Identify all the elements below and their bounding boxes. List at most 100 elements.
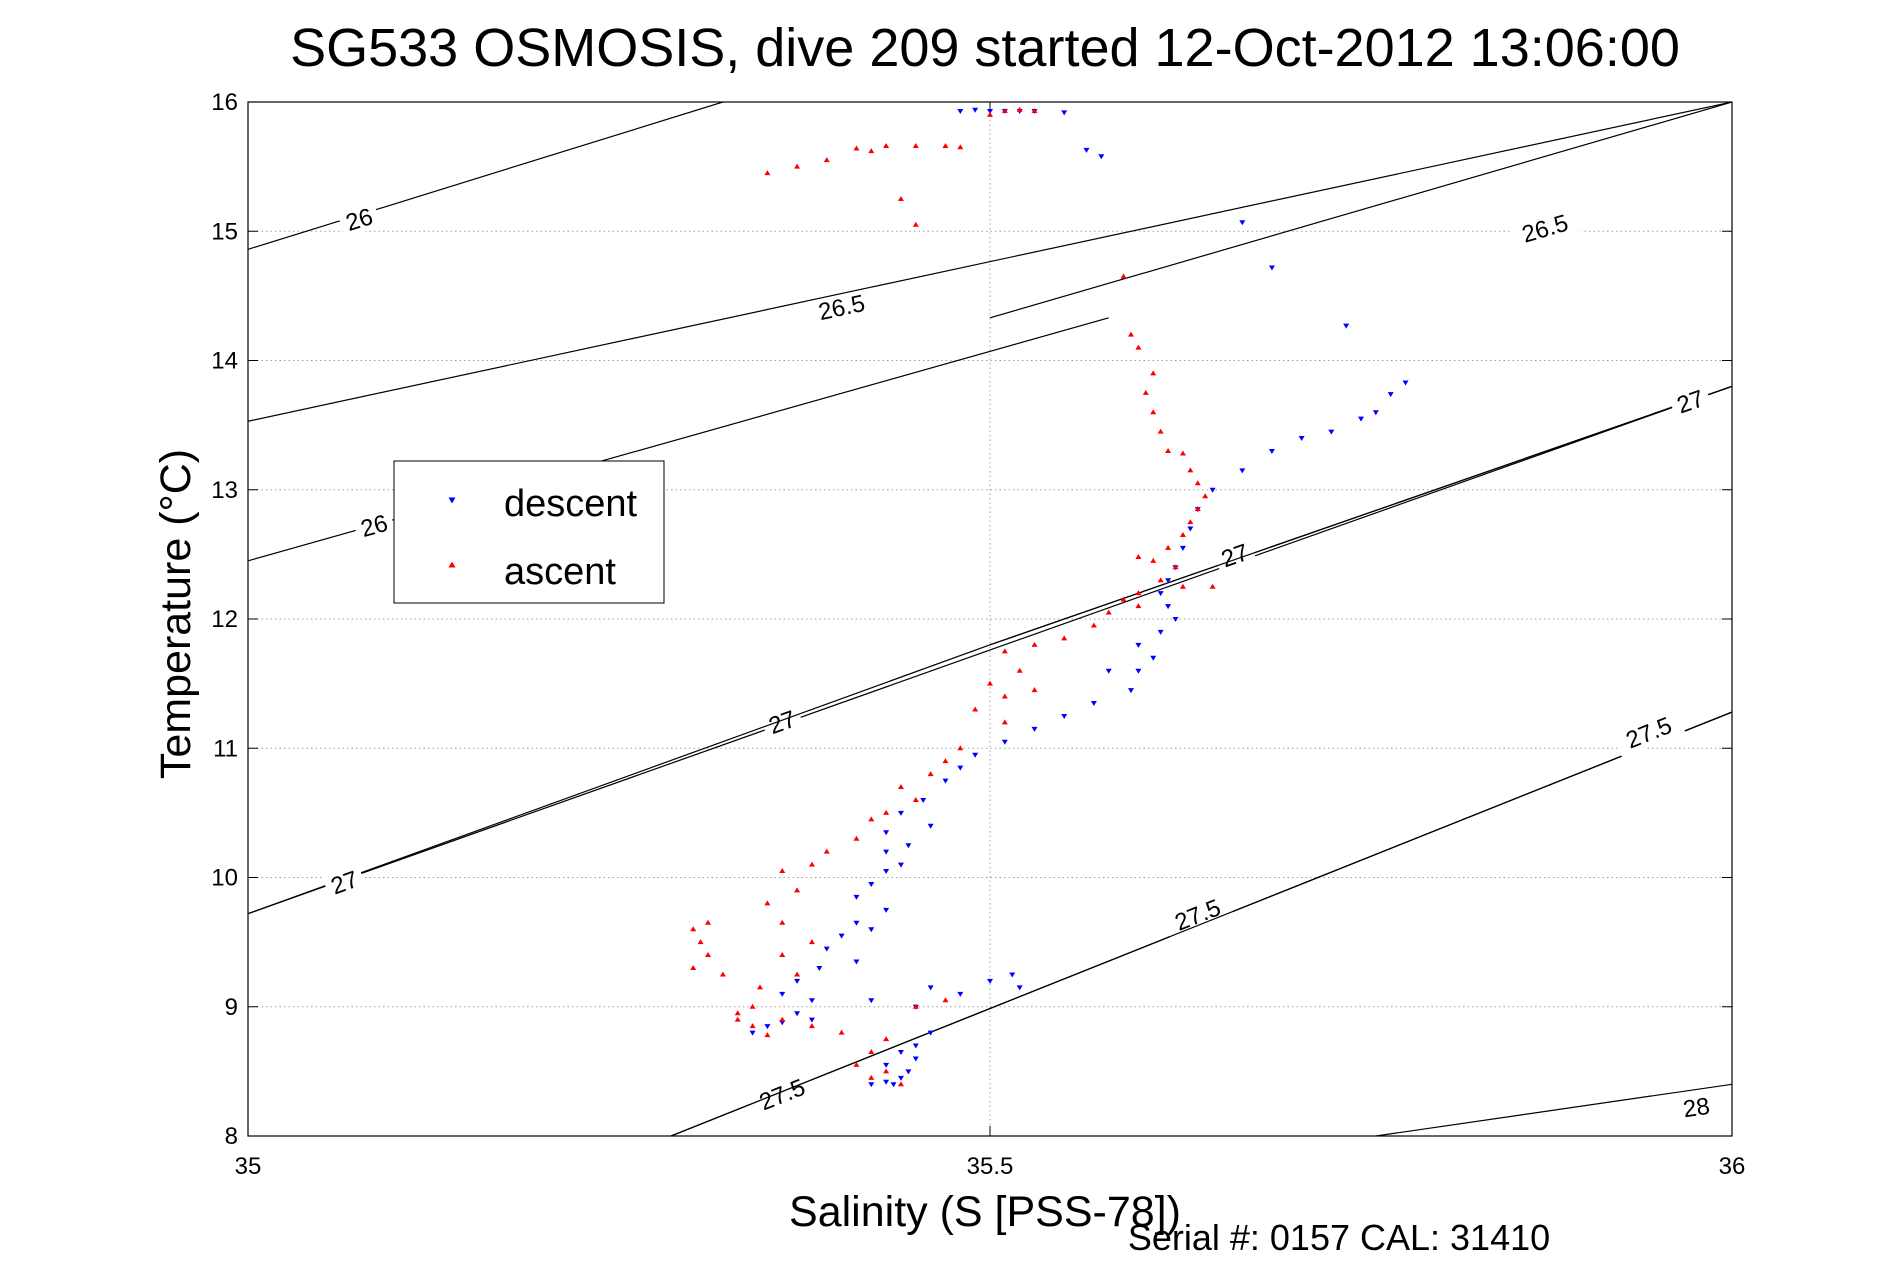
legend-box (393, 460, 665, 604)
ascent-point (823, 157, 830, 163)
ascent-point (1187, 467, 1194, 473)
chart-title: SG533 OSMOSIS, dive 209 started 12-Oct-2… (290, 18, 1680, 78)
ascent-point (1150, 370, 1157, 376)
ascent-point (1105, 609, 1112, 615)
isopycnal-line (1375, 1083, 1732, 1136)
isopycnal-label: 28 (1675, 1091, 1718, 1124)
ascent-point (1001, 108, 1008, 114)
isopycnal-label-bg (322, 863, 367, 902)
descent-point (1268, 265, 1275, 271)
ascent-point (1031, 641, 1038, 647)
descent-point (897, 810, 904, 816)
ascent-point (853, 1061, 860, 1067)
descent-point (905, 843, 912, 849)
ascent-point (690, 964, 697, 970)
descent-point (1179, 545, 1186, 551)
descent-point (883, 849, 890, 855)
descent-point (972, 107, 979, 113)
ascent-point (838, 1029, 845, 1035)
ascent-point (1157, 577, 1164, 583)
legend-descent-marker (448, 497, 456, 504)
ascent-point (1016, 667, 1023, 673)
ascent-point (1001, 719, 1008, 725)
ascent-point (897, 195, 904, 201)
descent-point (1090, 701, 1097, 707)
ascent-point (764, 1032, 771, 1038)
descent-point (823, 946, 830, 952)
descent-point (779, 991, 786, 997)
x-tick-label: 35 (235, 1153, 262, 1180)
descent-point (883, 1062, 890, 1068)
descent-point (1016, 985, 1023, 991)
descent-point (1009, 972, 1016, 978)
descent-point (1061, 713, 1068, 719)
descent-point (897, 1075, 904, 1081)
isopycnal-label-bg (337, 201, 382, 238)
descent-point (927, 823, 934, 829)
isopycnal-line (670, 711, 1732, 1136)
isopycnal-label-text: 28 (1681, 1093, 1711, 1124)
ascent-point (942, 758, 949, 764)
descent-point (1098, 154, 1105, 160)
ascent-point (883, 1036, 890, 1042)
ascent-point (808, 1023, 815, 1029)
descent-point (1172, 617, 1179, 622)
descent-point (1298, 436, 1305, 442)
descent-point (1157, 629, 1164, 635)
descent-point (920, 797, 927, 803)
descent-point (1127, 688, 1134, 694)
descent-point (883, 907, 890, 913)
descent-point (972, 752, 979, 758)
ascent-point (868, 1074, 875, 1080)
descent-point (1358, 416, 1364, 422)
descent-point (905, 1069, 912, 1075)
ascent-point (734, 1010, 741, 1016)
isopycnal-label-bg (1675, 1091, 1718, 1124)
ascent-point (823, 848, 830, 854)
y-axis-label: Temperature (°C) (152, 449, 200, 779)
descent-point (868, 927, 875, 933)
ascent-point (794, 971, 801, 977)
ascent-point (853, 145, 860, 151)
ascent-point (705, 919, 712, 925)
ascent-point (808, 939, 815, 945)
ascent-point (1016, 106, 1023, 112)
isopycnal-label-bg (1212, 537, 1258, 575)
legend: descent ascent (393, 460, 665, 604)
ascent-point (779, 1016, 786, 1022)
ascent-point (779, 868, 786, 874)
descent-point (853, 959, 860, 965)
ascent-point (912, 796, 919, 802)
ascent-point (779, 952, 786, 958)
ascent-point (972, 706, 979, 712)
descent-point (912, 1056, 919, 1062)
descent-point (883, 1079, 890, 1085)
descent-point (1105, 668, 1112, 674)
ascent-point (1031, 687, 1038, 693)
descent-point (957, 109, 964, 115)
y-tick-label: 11 (213, 735, 238, 762)
descent-point (794, 978, 801, 984)
ascent-point (1179, 583, 1186, 589)
descent-point (1387, 392, 1394, 398)
ascent-point (1165, 544, 1172, 550)
y-tick-label: 13 (211, 477, 238, 504)
descent-point (853, 894, 860, 900)
isopycnal-label-bg (1161, 890, 1235, 940)
ascent-point (749, 1003, 756, 1009)
descent-point (853, 920, 860, 926)
ascent-point (912, 221, 919, 227)
descent-point (987, 109, 993, 115)
ascent-point (987, 111, 993, 117)
ascent-point (1187, 519, 1194, 525)
ascent-point (957, 745, 964, 751)
descent-point (1187, 526, 1194, 532)
descent-point (883, 830, 890, 836)
isopycnal-label-bg (745, 1069, 819, 1120)
ascent-point (756, 984, 763, 990)
isopycnal-label-bg (759, 703, 805, 742)
ascent-point (1150, 409, 1157, 415)
descent-point (1268, 448, 1275, 454)
